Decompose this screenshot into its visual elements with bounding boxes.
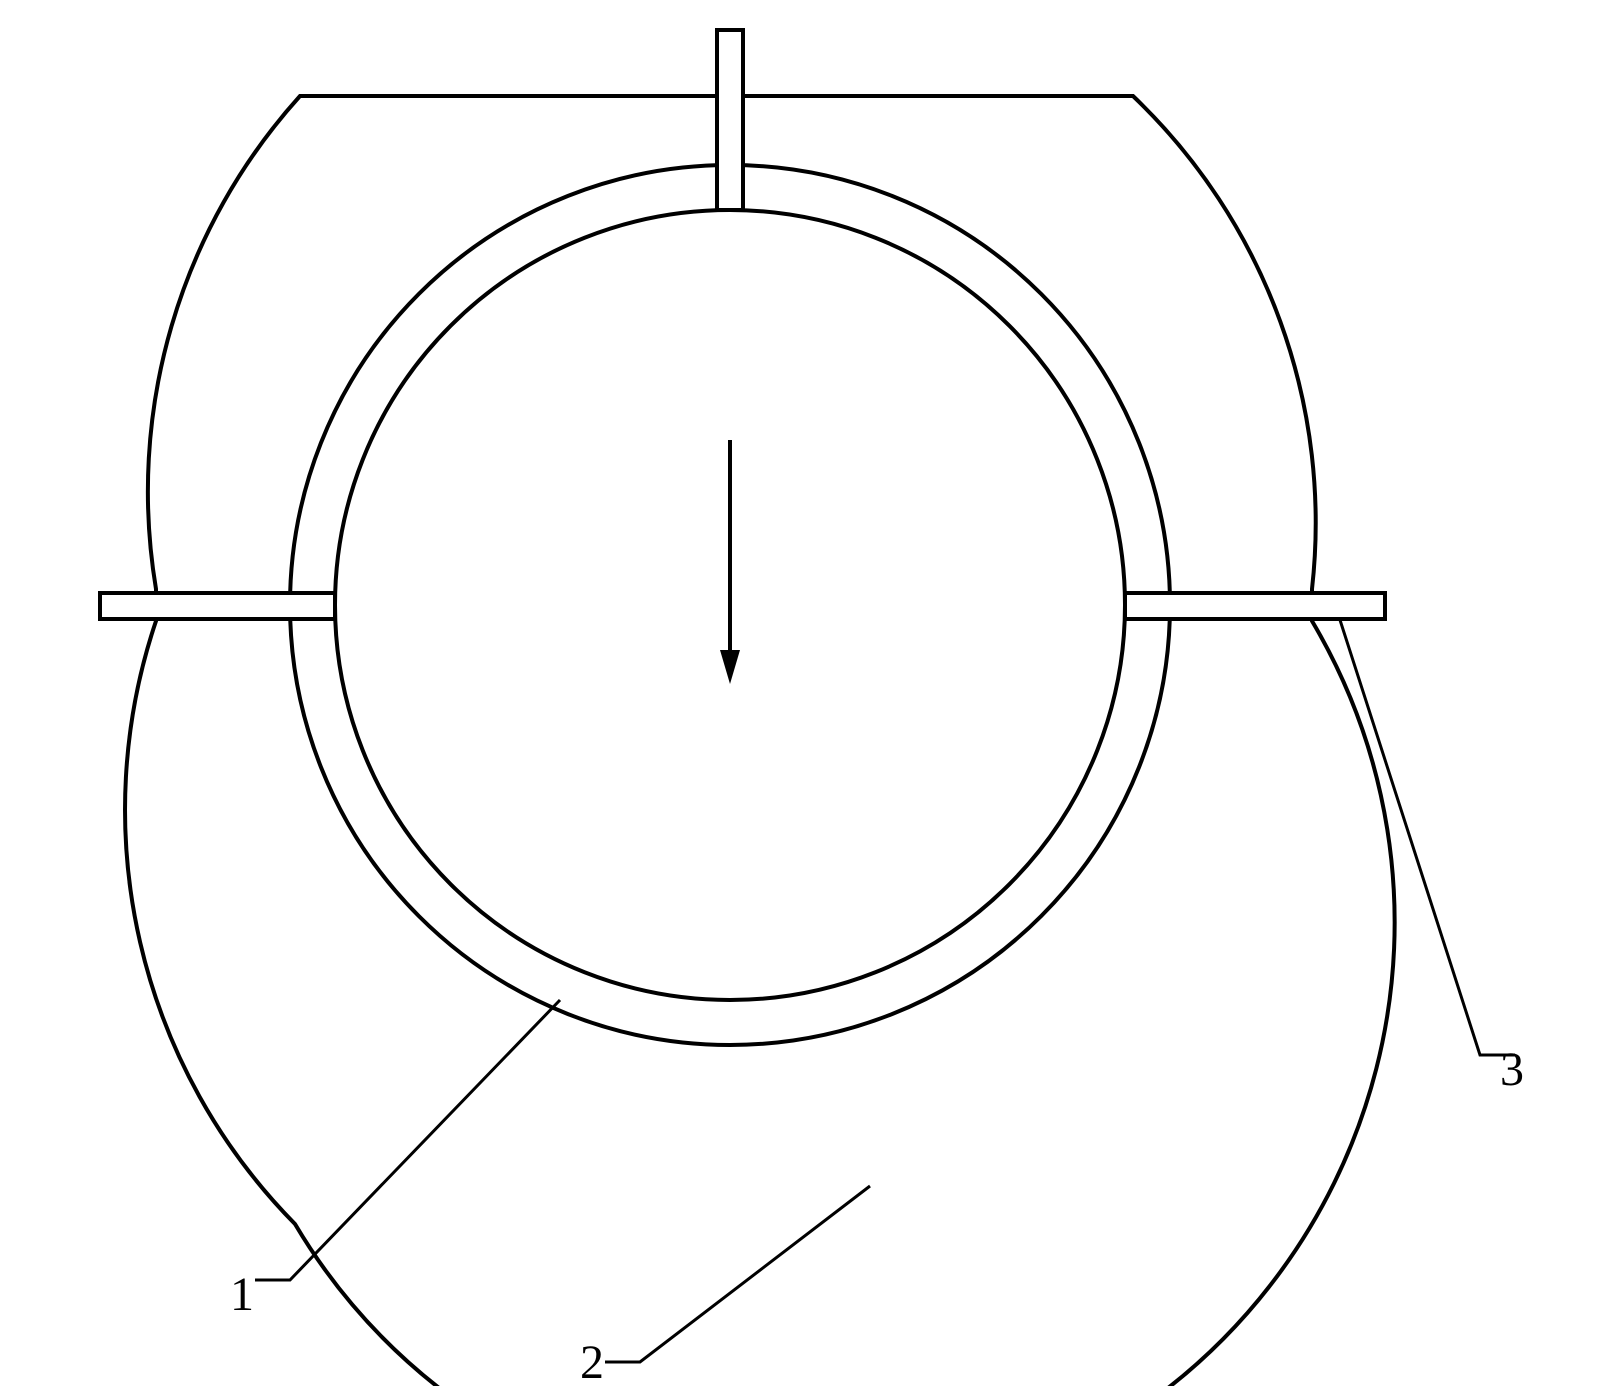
outer-body xyxy=(125,96,1395,1386)
callout-lbl2: 2 xyxy=(580,1336,604,1386)
tab-right xyxy=(1125,593,1385,619)
direction-arrow-head xyxy=(720,650,740,684)
tab-left xyxy=(100,593,335,619)
leader-2 xyxy=(605,1186,870,1362)
tab-top xyxy=(717,30,743,210)
callout-lbl3: 3 xyxy=(1500,1043,1524,1096)
leader-1 xyxy=(255,1000,560,1280)
leader-3 xyxy=(1340,620,1515,1055)
callout-lbl1: 1 xyxy=(230,1268,254,1321)
